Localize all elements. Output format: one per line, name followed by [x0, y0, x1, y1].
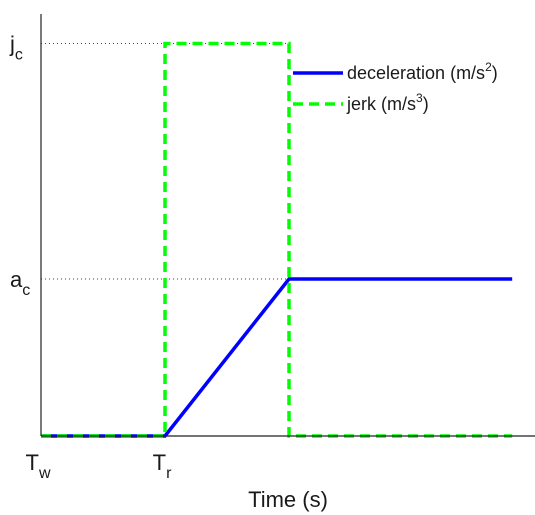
x-tick-label-Tr: Tr: [153, 450, 172, 482]
x-tick-labels: Tw Tr: [25, 450, 172, 482]
y-tick-label-ac: ac: [10, 267, 30, 299]
legend: deceleration (m/s2) jerk (m/s3): [293, 60, 498, 114]
x-axis-label: Time (s): [248, 487, 328, 512]
series-line-deceleration: [41, 277, 513, 438]
series-layer: [41, 41, 513, 438]
x-tick-label-Tw: Tw: [25, 450, 50, 482]
series-line-jerk: [41, 41, 513, 438]
y-tick-label-jc: jc: [9, 32, 23, 64]
y-tick-labels: ac jc: [9, 32, 30, 300]
legend-label-jerk: jerk (m/s3): [346, 91, 429, 114]
legend-label-deceleration: deceleration (m/s2): [347, 60, 498, 83]
